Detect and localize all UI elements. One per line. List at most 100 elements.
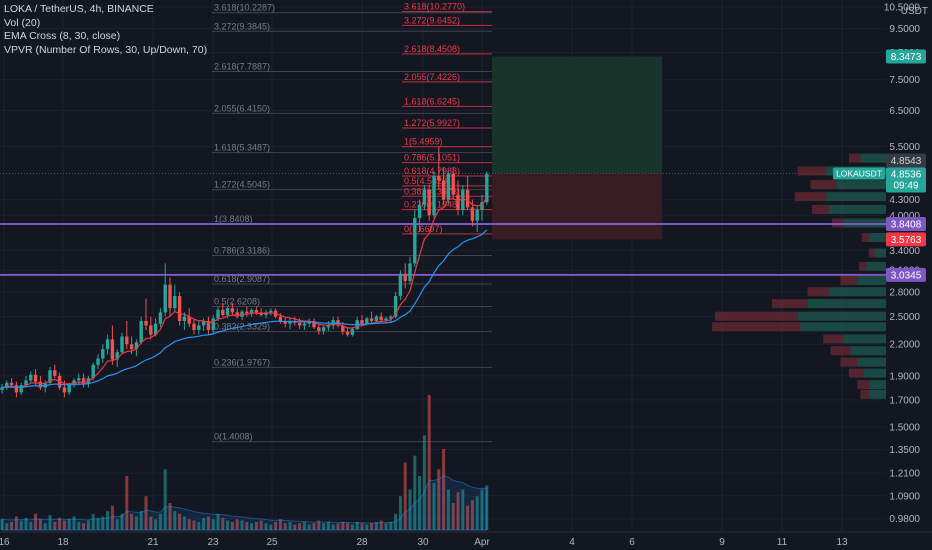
target-badge-bg	[886, 49, 926, 64]
fib-left-label: 0.618(2.9087)	[214, 274, 270, 284]
fib-left-label: 0.786(3.3186)	[214, 246, 270, 256]
candle-body	[38, 381, 43, 388]
candle-body	[158, 312, 163, 324]
symbol-title[interactable]: LOKA / TetherUS, 4h, BINANCE	[4, 3, 154, 15]
price-tick-label: 1.2100	[889, 469, 920, 480]
vpvr-down-bar	[840, 275, 858, 285]
vpvr-indicator-label[interactable]: VPVR (Number Of Rows, 30, Up/Down, 70)	[4, 43, 208, 56]
candle-body	[365, 318, 369, 324]
volume-bar	[0, 519, 4, 530]
high-badge-bg	[886, 153, 926, 168]
candle-body	[19, 385, 23, 393]
volume-bar	[350, 524, 354, 530]
candle-body	[144, 321, 148, 326]
time-tick-label: 28	[356, 537, 368, 548]
vpvr-up-bar	[829, 287, 886, 297]
vpvr-down-bar	[823, 334, 844, 344]
vpvr-down-bar	[848, 368, 864, 378]
volume-bar	[326, 521, 330, 530]
stop-badge-bg	[886, 232, 926, 247]
vpvr-down-bar	[840, 357, 858, 367]
volume-bar	[355, 521, 359, 530]
candle-body	[269, 310, 273, 313]
vol-indicator-label[interactable]: Vol (20)	[4, 16, 41, 29]
volume-bar	[374, 521, 378, 530]
fib-right-label: 1.272(5.9927)	[404, 118, 460, 128]
candle-body	[417, 204, 422, 218]
volume-bar	[250, 523, 254, 530]
ema-indicator-label[interactable]: EMA Cross (8, 30, close)	[4, 30, 121, 42]
candle-body	[134, 342, 139, 350]
price-tick-label: 1.3500	[889, 445, 920, 456]
volume-profile	[712, 153, 886, 399]
volume-bar	[293, 524, 297, 530]
time-tick-label: 21	[147, 537, 159, 548]
vpvr-down-bar	[858, 261, 867, 271]
volume-bar	[341, 521, 345, 530]
candle-body	[408, 263, 412, 281]
candle-body	[451, 173, 455, 195]
candle-body	[389, 316, 393, 319]
vpvr-down-bar	[712, 322, 801, 332]
volume-bar	[230, 521, 234, 530]
fib-right-label: 1(5.4959)	[404, 137, 443, 147]
candle-body	[67, 385, 71, 393]
candle-body	[369, 318, 374, 322]
fib-right-label: 0.786(5.1051)	[404, 153, 460, 163]
volume-bar	[451, 503, 455, 530]
candle-body	[48, 370, 52, 383]
candle-body	[345, 331, 350, 335]
volume-bar	[235, 519, 239, 530]
candle-body	[326, 325, 331, 328]
candle-body	[317, 327, 321, 331]
grid	[0, 0, 886, 532]
vpvr-up-bar	[829, 204, 886, 214]
time-tick-label: 11	[777, 537, 788, 548]
target-badge: 8.3473	[891, 52, 922, 63]
volume-bar	[211, 519, 215, 530]
volume-bar	[418, 476, 422, 530]
candle-body	[29, 374, 33, 381]
symbol-badge: LOKAUSDT	[836, 169, 882, 179]
candle-body	[14, 385, 19, 393]
stop-badge: 3.5763	[891, 235, 922, 246]
candle-body	[173, 296, 177, 309]
volume-bar	[158, 513, 162, 530]
time-axis: 16 18 21 23 25 28 30 Apr 4 6 9 11 13	[0, 531, 932, 548]
ema-slow-line	[1, 229, 488, 389]
volume-bar	[288, 521, 292, 530]
volume-bar	[283, 523, 287, 530]
volume-bar	[120, 513, 124, 530]
volume-bar	[67, 519, 71, 530]
candle-body	[230, 308, 235, 313]
vpvr-down-bar	[857, 380, 869, 390]
volume-bar	[106, 511, 110, 530]
vpvr-down-bar	[772, 299, 808, 309]
candle-body	[182, 316, 187, 322]
volume-bar	[254, 521, 258, 530]
time-tick-label: 16	[0, 537, 10, 548]
volume-bar	[389, 521, 393, 530]
volume-bar	[5, 523, 9, 530]
time-tick-label: 6	[629, 537, 635, 548]
vpvr-up-bar	[843, 334, 886, 344]
candle-body	[341, 325, 345, 332]
volume-bar	[139, 511, 143, 530]
support-upper-badge: 3.8408	[891, 220, 922, 231]
candle-body	[456, 194, 460, 210]
fib-right-label: 0.618(4.7983)	[404, 166, 460, 176]
candle-body	[125, 336, 129, 345]
candle-body	[5, 382, 9, 388]
volume-bar	[370, 523, 374, 530]
fib-right-label: 0(3.6697)	[404, 224, 443, 234]
volume-bar	[192, 520, 196, 530]
candle-body	[278, 316, 283, 322]
price-axis-bg	[886, 0, 932, 532]
candle-body	[379, 316, 383, 321]
countdown: 09:49	[893, 181, 918, 192]
volume-bar	[202, 517, 206, 530]
price-tick-label: 1.7000	[889, 395, 920, 406]
price-tick-label: 1.5000	[889, 422, 920, 433]
